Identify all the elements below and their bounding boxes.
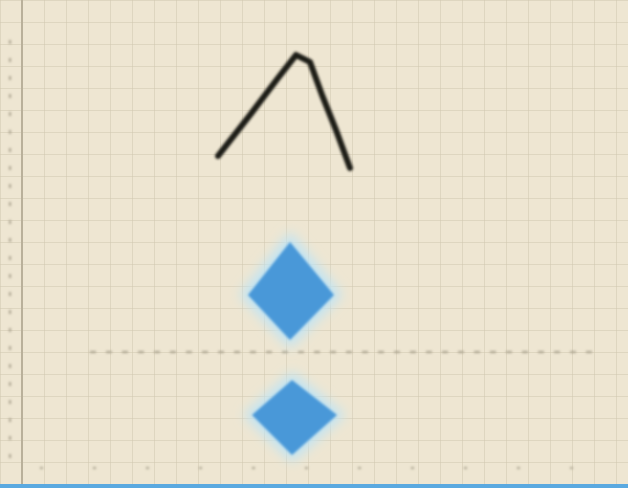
photo [0,0,628,488]
page [0,0,628,488]
